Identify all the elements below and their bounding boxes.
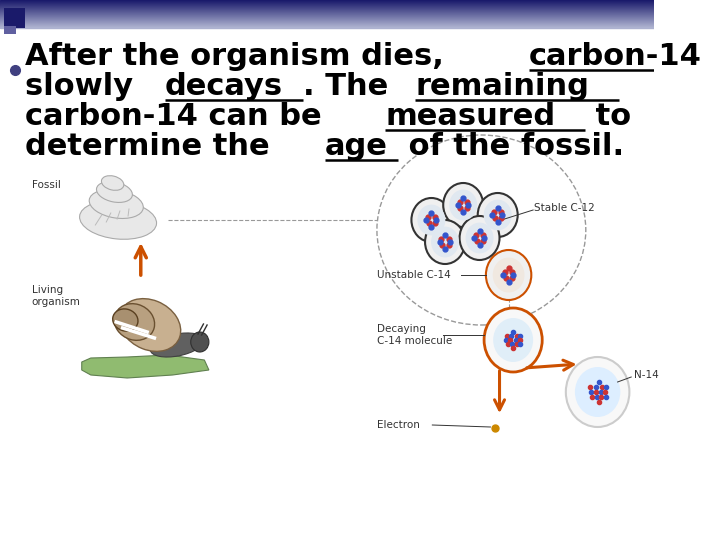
Ellipse shape (96, 181, 132, 202)
Bar (0, 9, 654, 10)
Circle shape (449, 190, 477, 220)
Bar (0, 21, 654, 22)
Text: Fossil: Fossil (32, 180, 60, 190)
Ellipse shape (113, 309, 138, 331)
Ellipse shape (150, 333, 204, 357)
Bar (0, 15, 654, 16)
Bar (0, 10, 654, 11)
Bar (0, 5, 654, 6)
Bar (0, 27, 654, 28)
Text: Stable C-12: Stable C-12 (534, 203, 595, 213)
Bar (0, 17, 654, 18)
Bar (0, 26, 654, 27)
Bar (0, 23, 654, 24)
Ellipse shape (114, 303, 155, 340)
Circle shape (478, 193, 518, 237)
Circle shape (575, 367, 621, 417)
Ellipse shape (80, 201, 156, 239)
Bar (0, 13, 654, 14)
Bar (0, 4, 654, 5)
Text: Decaying
C-14 molecule: Decaying C-14 molecule (377, 324, 452, 346)
Bar (0, 25, 654, 26)
Text: . The: . The (303, 72, 399, 101)
Circle shape (492, 258, 524, 293)
Circle shape (466, 222, 493, 253)
Bar (0, 20, 654, 21)
Text: of the fossil.: of the fossil. (398, 132, 624, 161)
Text: Unstable C-14: Unstable C-14 (377, 270, 451, 280)
Text: Living
organism: Living organism (32, 285, 81, 307)
Bar (0, 19, 654, 20)
Text: carbon-14: carbon-14 (528, 42, 702, 71)
Text: to: to (585, 102, 631, 131)
Circle shape (566, 357, 629, 427)
Circle shape (459, 216, 500, 260)
Text: age: age (325, 132, 387, 161)
Bar (4, 26, 17, 34)
Bar (0, 12, 654, 13)
Circle shape (431, 227, 459, 258)
Text: measured: measured (385, 102, 556, 131)
Bar (0, 3, 654, 4)
Text: remaining: remaining (415, 72, 589, 101)
Circle shape (444, 183, 483, 227)
Circle shape (411, 198, 451, 242)
Circle shape (484, 308, 542, 372)
Bar (0, 7, 654, 8)
Bar (0, 11, 654, 12)
Text: decays: decays (165, 72, 283, 101)
Text: Electron: Electron (377, 420, 420, 430)
Bar (0, 22, 654, 23)
Bar (4, 8, 25, 28)
Bar (0, 14, 654, 15)
Bar (0, 24, 654, 25)
Bar (0, 16, 654, 17)
Bar (0, 2, 654, 3)
Bar (0, 6, 654, 7)
Circle shape (191, 332, 209, 352)
Text: carbon-14 can be: carbon-14 can be (25, 102, 333, 131)
Circle shape (493, 318, 533, 362)
Ellipse shape (119, 299, 181, 352)
Circle shape (484, 200, 512, 231)
Circle shape (418, 205, 446, 235)
Bar (0, 0, 654, 1)
Text: After the organism dies,: After the organism dies, (25, 42, 455, 71)
Bar (0, 8, 654, 9)
Bar (0, 18, 654, 19)
Text: slowly: slowly (25, 72, 144, 101)
Ellipse shape (89, 190, 143, 219)
Circle shape (425, 220, 465, 264)
Ellipse shape (102, 176, 124, 190)
Polygon shape (82, 355, 209, 378)
Text: N-14: N-14 (634, 370, 659, 380)
Bar (0, 1, 654, 2)
Text: determine the: determine the (25, 132, 281, 161)
Circle shape (486, 250, 531, 300)
